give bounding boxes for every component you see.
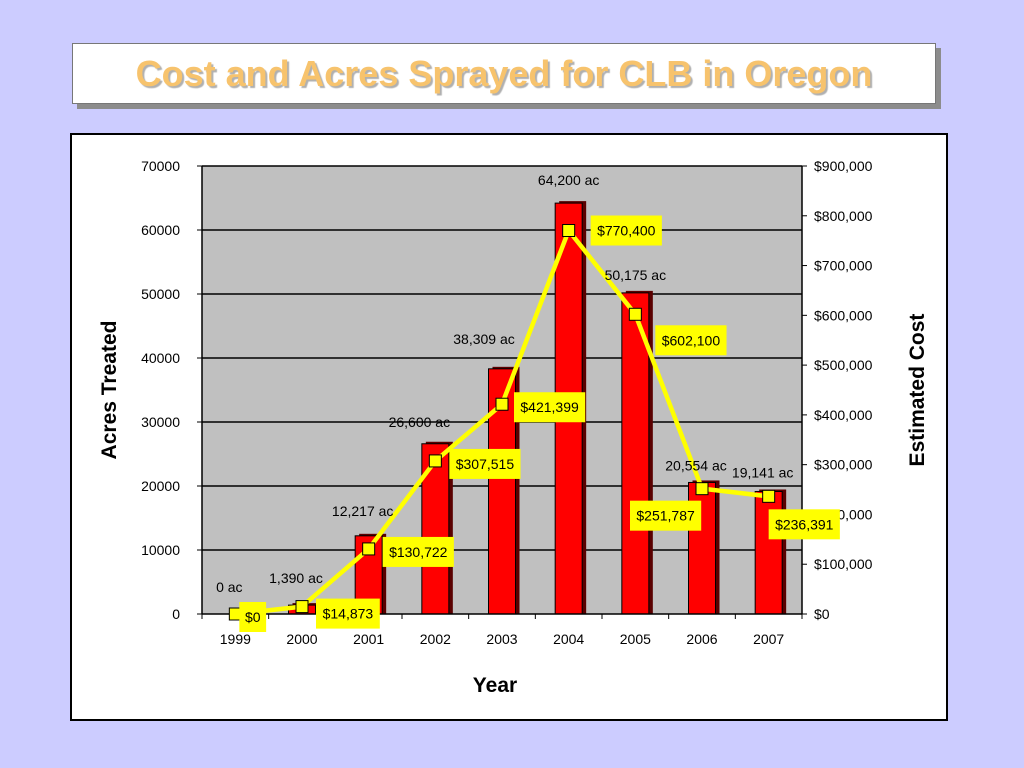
y2-tick-label: $300,000 — [814, 457, 873, 473]
cost-data-label: $14,873 — [323, 606, 374, 622]
y2-tick-label: $800,000 — [814, 208, 873, 224]
x-tick-label: 2000 — [286, 631, 317, 647]
slide-title-box: Cost and Acres Sprayed for CLB in Oregon — [72, 43, 936, 104]
y2-tick-label: $600,000 — [814, 307, 873, 323]
y2-tick-label: $500,000 — [814, 357, 873, 373]
cost-label-box — [382, 536, 454, 567]
cost-data-label: $130,722 — [389, 544, 448, 560]
chart-frame: 0 10000 20000 30000 40000 50000 60000 70000 $0 $1… — [70, 133, 948, 721]
x-tick-label: 1999 — [220, 631, 251, 647]
acres-data-label: 26,600 ac — [389, 414, 451, 430]
x-tick-label: 2004 — [553, 631, 584, 647]
acres-data-label: 50,175 ac — [605, 267, 667, 283]
combo-chart: 0 10000 20000 30000 40000 50000 60000 70000 $0 $1… — [98, 158, 929, 697]
cost-data-label: $236,391 — [775, 516, 834, 532]
acres-data-label: 12,217 ac — [332, 503, 394, 519]
bar — [688, 481, 716, 615]
x-tick-label: 2007 — [753, 631, 784, 647]
y-tick-label: 10000 — [141, 542, 180, 558]
acres-data-label: 19,141 ac — [732, 464, 794, 480]
x-axis-label: Year — [473, 674, 517, 697]
cost-data-label: $421,399 — [520, 399, 579, 415]
y-tick-label: 70000 — [141, 158, 180, 174]
y-tick-label: 20000 — [141, 478, 180, 494]
cost-data-label: $251,787 — [636, 508, 695, 524]
y2-tick-label: $400,000 — [814, 407, 873, 423]
slide-title: Cost and Acres Sprayed for CLB in Oregon — [135, 52, 873, 94]
cost-label-box — [630, 500, 702, 531]
acres-data-label: 20,554 ac — [665, 457, 727, 473]
x-tick-label: 2006 — [686, 631, 717, 647]
cost-data-label: $307,515 — [456, 456, 515, 472]
cost-marker — [628, 307, 642, 321]
y-tick-label: 0 — [172, 606, 180, 622]
cost-marker — [428, 454, 442, 468]
cost-data-label: $770,400 — [597, 223, 656, 239]
y-tick-label: 50000 — [141, 286, 180, 302]
acres-data-label: 64,200 ac — [538, 172, 600, 188]
acres-data-label: 38,309 ac — [453, 331, 515, 347]
cost-marker — [362, 542, 376, 556]
x-tick-label: 2003 — [486, 631, 517, 647]
cost-label-box — [316, 598, 380, 629]
cost-label-box — [590, 215, 662, 246]
bar — [421, 443, 450, 615]
acres-data-label: 0 ac — [216, 579, 242, 595]
y2-tick-label: $100,000 — [814, 556, 873, 572]
y-tick-label: 60000 — [141, 222, 180, 238]
cost-marker — [762, 489, 776, 503]
x-tick-label: 2005 — [620, 631, 651, 647]
y-tick-label: 40000 — [141, 350, 180, 366]
y-axis-label: Acres Treated — [98, 321, 121, 460]
x-tick-label: 2002 — [420, 631, 451, 647]
cost-label-box — [768, 509, 840, 540]
cost-marker — [295, 600, 309, 614]
y2-tick-label: $0 — [814, 606, 830, 622]
bar — [621, 292, 650, 615]
y2-axis-label: Estimated Cost — [906, 314, 929, 467]
y2-tick-label: $900,000 — [814, 158, 873, 174]
acres-data-label: 1,390 ac — [269, 570, 323, 586]
cost-marker — [695, 482, 709, 496]
cost-marker — [495, 397, 509, 411]
y-tick-label: 30000 — [141, 414, 180, 430]
cost-data-label: $0 — [245, 609, 261, 625]
y2-tick-label: $700,000 — [814, 258, 873, 274]
cost-label-box — [655, 325, 727, 356]
cost-label-box — [239, 602, 267, 632]
x-tick-label: 2001 — [353, 631, 384, 647]
cost-label-box — [449, 448, 521, 479]
cost-data-label: $602,100 — [662, 332, 721, 348]
cost-marker — [562, 224, 576, 238]
cost-label-box — [514, 392, 586, 423]
